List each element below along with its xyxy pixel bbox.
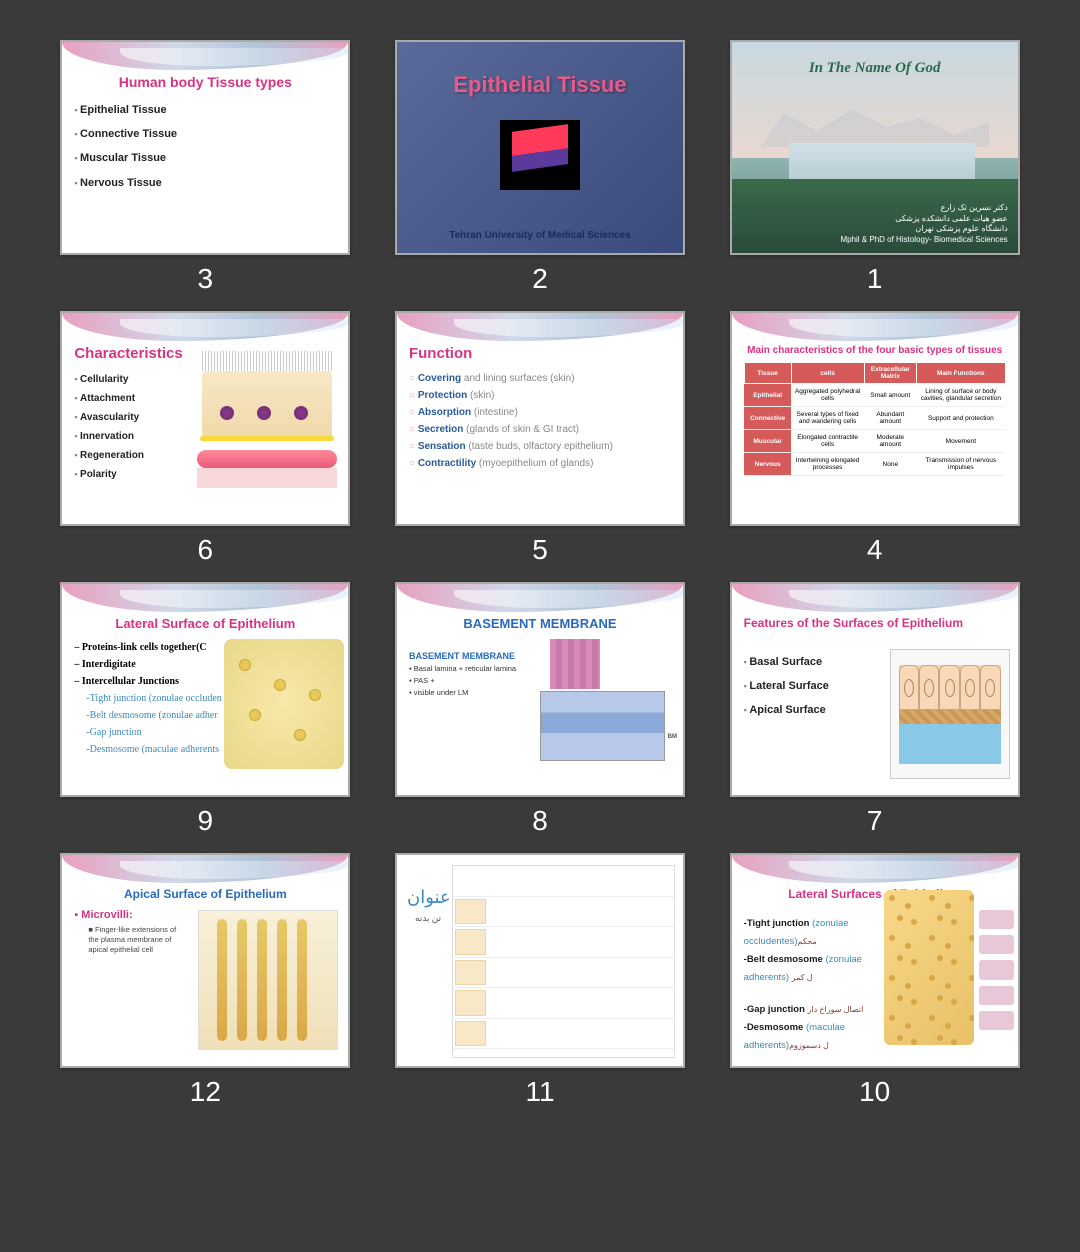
epithelium-diagram-icon <box>192 341 342 496</box>
cell-2: Epithelial Tissue Tehran University of M… <box>385 40 696 295</box>
slide-number: 6 <box>198 534 214 566</box>
slide-5[interactable]: Function Covering and lining surfaces (s… <box>395 311 685 526</box>
arabic-title: عنوان <box>407 887 451 908</box>
microvilli-em-icon <box>74 980 169 1045</box>
cell-4: Main characteristics of the four basic t… <box>719 311 1030 566</box>
microvilli-desc: ■ Finger-like extensions of the plasma m… <box>74 925 184 954</box>
tissue-cube-icon <box>500 120 580 190</box>
slide-number: 3 <box>198 263 214 295</box>
slide-number: 10 <box>859 1076 890 1108</box>
microvilli-diagram-icon <box>198 910 338 1050</box>
lateral-surface-diagram-icon <box>884 890 1014 1050</box>
university-label: Tehran University of Medical Sciences <box>397 230 683 241</box>
cell-3: Human body Tissue types Epithelial Tissu… <box>50 40 361 295</box>
slide-4[interactable]: Main characteristics of the four basic t… <box>730 311 1020 526</box>
cell-6: Characteristics CellularityAttachment Av… <box>50 311 361 566</box>
slide-number: 12 <box>190 1076 221 1108</box>
cell-5: Function Covering and lining surfaces (s… <box>385 311 696 566</box>
slide-number: 8 <box>532 805 548 837</box>
slide-title: Features of the Surfaces of Epithelium <box>744 616 1006 630</box>
arabic-body: تن بدنه <box>415 913 441 924</box>
cell-junction-diagram-icon <box>224 639 344 769</box>
slide-title: In The Name Of God <box>732 60 1018 77</box>
slide-1[interactable]: In The Name Of God دکتر نسرین تک زارع عض… <box>730 40 1020 255</box>
slide-title: Epithelial Tissue <box>397 72 683 98</box>
cell-8: BASEMENT MEMBRANE BASEMENT MEMBRANE ▪ Ba… <box>385 582 696 837</box>
slide-12[interactable]: Apical Surface of Epithelium ▪ Microvill… <box>60 853 350 1068</box>
slide-title: Main characteristics of the four basic t… <box>744 345 1006 356</box>
function-list: Covering and lining surfaces (skin) Prot… <box>409 370 671 472</box>
slide-6[interactable]: Characteristics CellularityAttachment Av… <box>60 311 350 526</box>
slide-11[interactable]: عنوان تن بدنه <box>395 853 685 1068</box>
slide-number: 7 <box>867 805 883 837</box>
slide-grid: Human body Tissue types Epithelial Tissu… <box>50 40 1030 1108</box>
cell-7: Features of the Surfaces of Epithelium B… <box>719 582 1030 837</box>
slide-number: 2 <box>532 263 548 295</box>
slide-10[interactable]: Lateral Surfaces of Epithelium -Tight ju… <box>730 853 1020 1068</box>
credits: دکتر نسرین تک زارع عضو هیات علمی دانشکده… <box>840 203 1007 245</box>
slide-number: 5 <box>532 534 548 566</box>
slide-title: Function <box>409 345 671 362</box>
cell-1: In The Name Of God دکتر نسرین تک زارع عض… <box>719 40 1030 295</box>
slide-8[interactable]: BASEMENT MEMBRANE BASEMENT MEMBRANE ▪ Ba… <box>395 582 685 797</box>
slide-title: Lateral Surface of Epithelium <box>74 616 336 631</box>
slide-title: Human body Tissue types <box>74 74 336 90</box>
basement-membrane-diagram-icon: BM <box>520 639 675 779</box>
slide-2[interactable]: Epithelial Tissue Tehran University of M… <box>395 40 685 255</box>
tissue-table: TissuecellsExtracellular MatrixMain Func… <box>744 362 1006 476</box>
slide-9[interactable]: Lateral Surface of Epithelium – Proteins… <box>60 582 350 797</box>
cell-9: Lateral Surface of Epithelium – Proteins… <box>50 582 361 837</box>
cell-12: Apical Surface of Epithelium ▪ Microvill… <box>50 853 361 1108</box>
slide-number: 9 <box>198 805 214 837</box>
slide-title: BASEMENT MEMBRANE <box>409 616 671 631</box>
slide-title: Apical Surface of Epithelium <box>74 887 336 901</box>
junction-table-icon <box>452 865 675 1058</box>
cell-11: عنوان تن بدنه 11 <box>385 853 696 1108</box>
slide-number: 11 <box>525 1076 554 1108</box>
bullet-list: Epithelial Tissue Connective Tissue Musc… <box>74 98 336 195</box>
cell-10: Lateral Surfaces of Epithelium -Tight ju… <box>719 853 1030 1108</box>
surfaces-diagram-icon <box>890 649 1010 779</box>
slide-number: 1 <box>867 263 883 295</box>
junction-list: -Tight junction (zonulae occludentes)محک… <box>744 915 894 1055</box>
slide-number: 4 <box>867 534 883 566</box>
slide-3[interactable]: Human body Tissue types Epithelial Tissu… <box>60 40 350 255</box>
slide-7[interactable]: Features of the Surfaces of Epithelium B… <box>730 582 1020 797</box>
